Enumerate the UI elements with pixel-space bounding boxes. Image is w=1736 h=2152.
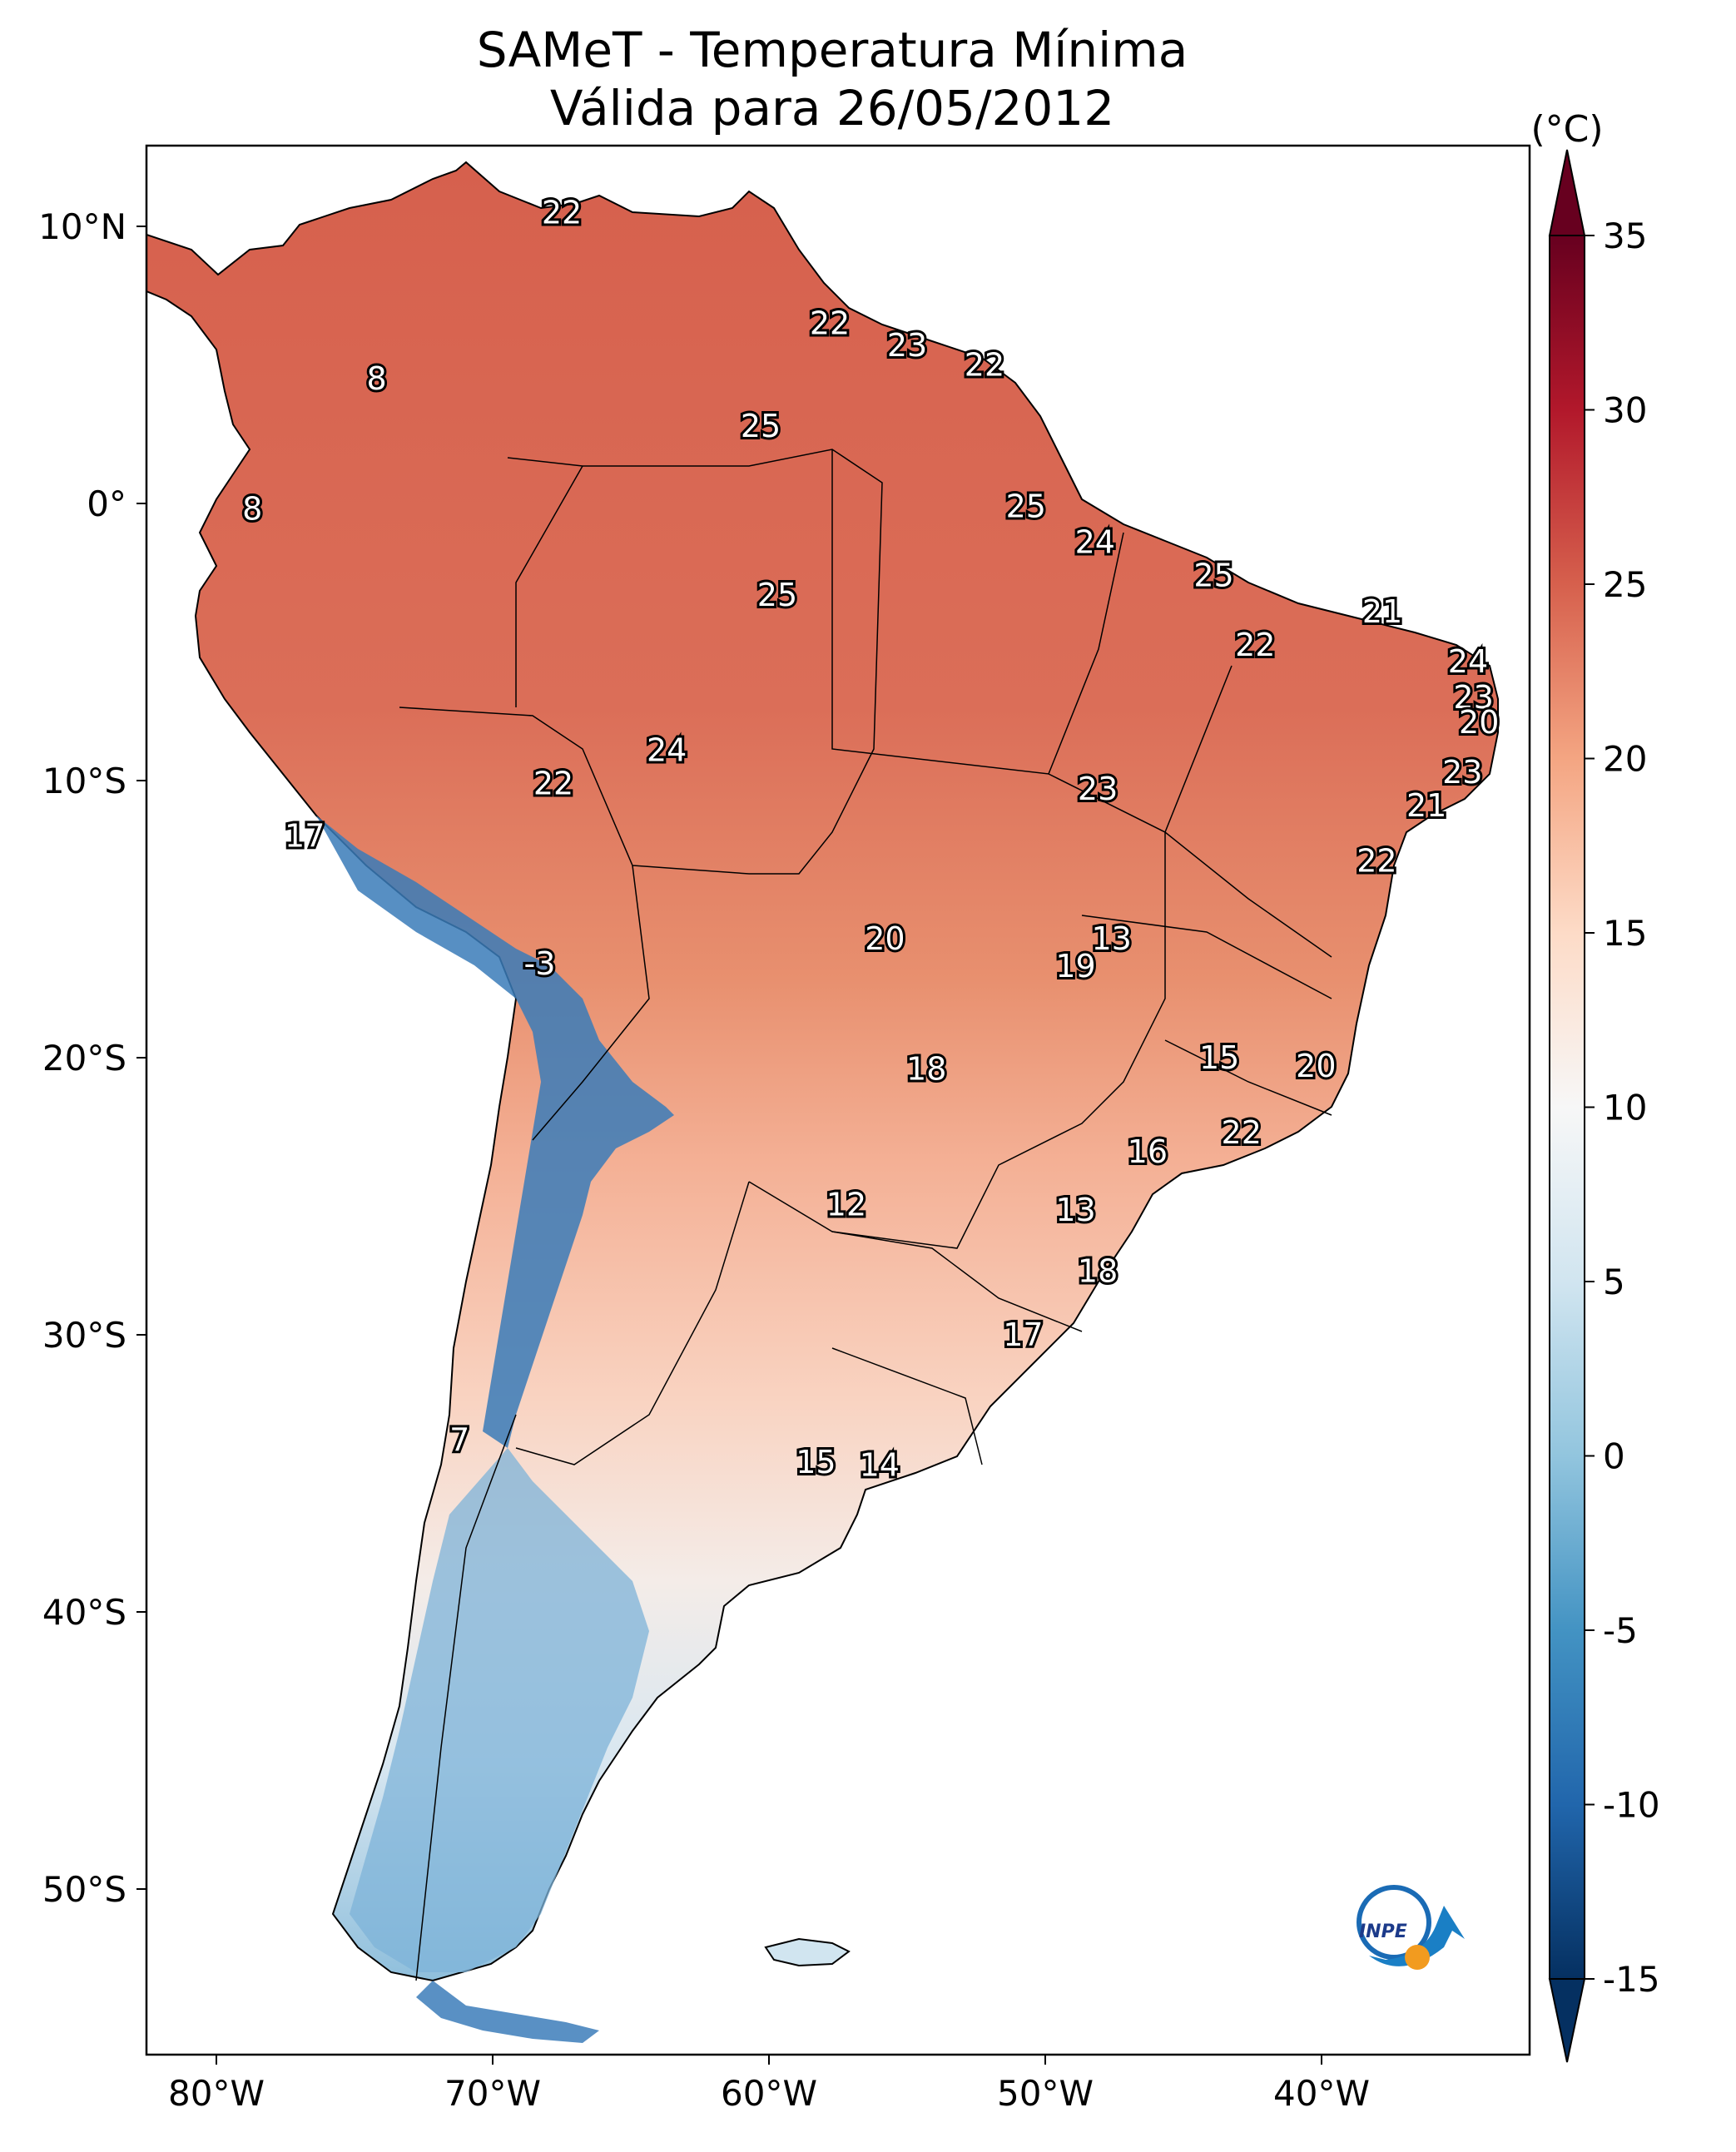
- temperature-label: 24: [1075, 524, 1115, 561]
- lon-tick-label: 70°W: [444, 2073, 541, 2114]
- temperature-label: 22: [1235, 627, 1275, 663]
- temperature-label: 20: [865, 920, 905, 957]
- colorbar-tick-label: 25: [1603, 564, 1647, 605]
- map-title-line1: SAMeT - Temperatura Mínima: [477, 22, 1188, 78]
- lat-tick-label: 0°: [87, 483, 126, 524]
- colorbar-tick-label: 20: [1603, 739, 1647, 780]
- temperature-label: 23: [1442, 754, 1482, 791]
- lon-tick-label: 80°W: [168, 2073, 265, 2114]
- temperature-label: 23: [887, 327, 927, 364]
- temperature-label: 14: [860, 1447, 900, 1484]
- temperature-label: 19: [1055, 948, 1095, 984]
- map-title-line2: Válida para 26/05/2012: [550, 80, 1114, 136]
- temperature-label: -3: [523, 945, 555, 982]
- map-frame: [145, 144, 1531, 2056]
- tierra-del-fuego-cold: [416, 1981, 599, 2043]
- temperature-label: 18: [1078, 1252, 1118, 1289]
- temperature-label: 8: [242, 491, 262, 528]
- temperature-label: 20: [1296, 1048, 1336, 1084]
- temperature-label: 17: [1003, 1316, 1043, 1353]
- inpe-logo-text: INPE: [1359, 1921, 1407, 1942]
- temperature-label: 18: [906, 1050, 946, 1087]
- temperature-label: 22: [533, 765, 573, 801]
- temperature-label: 8: [366, 360, 386, 397]
- temperature-label: 12: [826, 1186, 866, 1222]
- temperature-label: 21: [1362, 593, 1402, 630]
- lat-tick-label: 30°S: [42, 1315, 126, 1356]
- temperature-label: 13: [1055, 1192, 1095, 1228]
- temperature-label: 15: [796, 1444, 836, 1480]
- temperature-label: 22: [1222, 1114, 1262, 1151]
- colorbar-tick-label: -5: [1603, 1610, 1638, 1651]
- colorbar-gradient: [1549, 235, 1585, 1980]
- colorbar-tick-label: 15: [1603, 913, 1647, 954]
- colorbar-unit: (°C): [1530, 108, 1603, 151]
- temperature-label: 22: [1357, 843, 1396, 880]
- temperature-label: 15: [1199, 1039, 1239, 1076]
- colorbar-tick-label: 35: [1603, 216, 1647, 256]
- colorbar-max-extend: [1548, 149, 1586, 236]
- inpe-logo-icon: INPE: [1357, 1885, 1465, 1970]
- country-borders: [399, 449, 1332, 1981]
- colorbar-tick-label: -10: [1603, 1785, 1660, 1826]
- temperature-label: 25: [741, 408, 781, 444]
- colorbar-tick-label: 5: [1603, 1262, 1625, 1302]
- colorbar-ticks: 35 30 25 20 15 10 5 0 -5 -10 -15: [1585, 216, 1660, 2000]
- colorbar: (°C) 35 30 25 20 15 10 5 0 -5 -10 -15: [1530, 108, 1660, 2063]
- temperature-label: 25: [1193, 558, 1233, 594]
- temperature-label: 20: [1459, 704, 1499, 741]
- latitude-axis: 10°N 0° 10°S 20°S 30°S 40°S 50°S: [38, 206, 146, 1910]
- temperature-label: 24: [1448, 643, 1488, 680]
- lat-tick-label: 40°S: [42, 1592, 126, 1633]
- patagonia-cold-region: [350, 1448, 649, 1972]
- temperature-label: 16: [1128, 1133, 1168, 1170]
- colorbar-tick-label: 30: [1603, 390, 1647, 431]
- temperature-label: 7: [449, 1422, 469, 1459]
- temperature-label: 22: [542, 194, 582, 231]
- temperature-label: 25: [1006, 488, 1046, 524]
- temperature-label: 23: [1078, 771, 1118, 807]
- temperature-label: 22: [810, 305, 850, 342]
- colorbar-tick-label: 0: [1603, 1436, 1625, 1477]
- temperature-label: 21: [1406, 787, 1446, 824]
- colorbar-min-extend: [1548, 1978, 1586, 2063]
- lat-tick-label: 20°S: [42, 1038, 126, 1078]
- temperature-label: 24: [647, 731, 687, 768]
- lat-tick-label: 50°S: [42, 1869, 126, 1910]
- colorbar-tick-label: 10: [1603, 1088, 1647, 1128]
- longitude-axis: 80°W 70°W 60°W 50°W 40°W: [168, 2055, 1370, 2114]
- lon-tick-label: 60°W: [721, 2073, 817, 2114]
- temperature-label: 13: [1092, 920, 1132, 957]
- lon-tick-label: 50°W: [997, 2073, 1094, 2114]
- temperature-label: 25: [757, 577, 797, 613]
- andes-cold-band: [316, 816, 674, 1448]
- lat-tick-label: 10°S: [42, 761, 126, 801]
- temperature-label: 17: [285, 818, 325, 855]
- colorbar-tick-label: -15: [1603, 1959, 1660, 2000]
- lon-tick-label: 40°W: [1273, 2073, 1370, 2114]
- lat-tick-label: 10°N: [38, 206, 126, 247]
- temperature-label: 22: [965, 347, 1004, 384]
- falkland-islands: [764, 1937, 851, 1967]
- temperature-label: 23: [1453, 679, 1493, 716]
- map-area: [146, 146, 1530, 2055]
